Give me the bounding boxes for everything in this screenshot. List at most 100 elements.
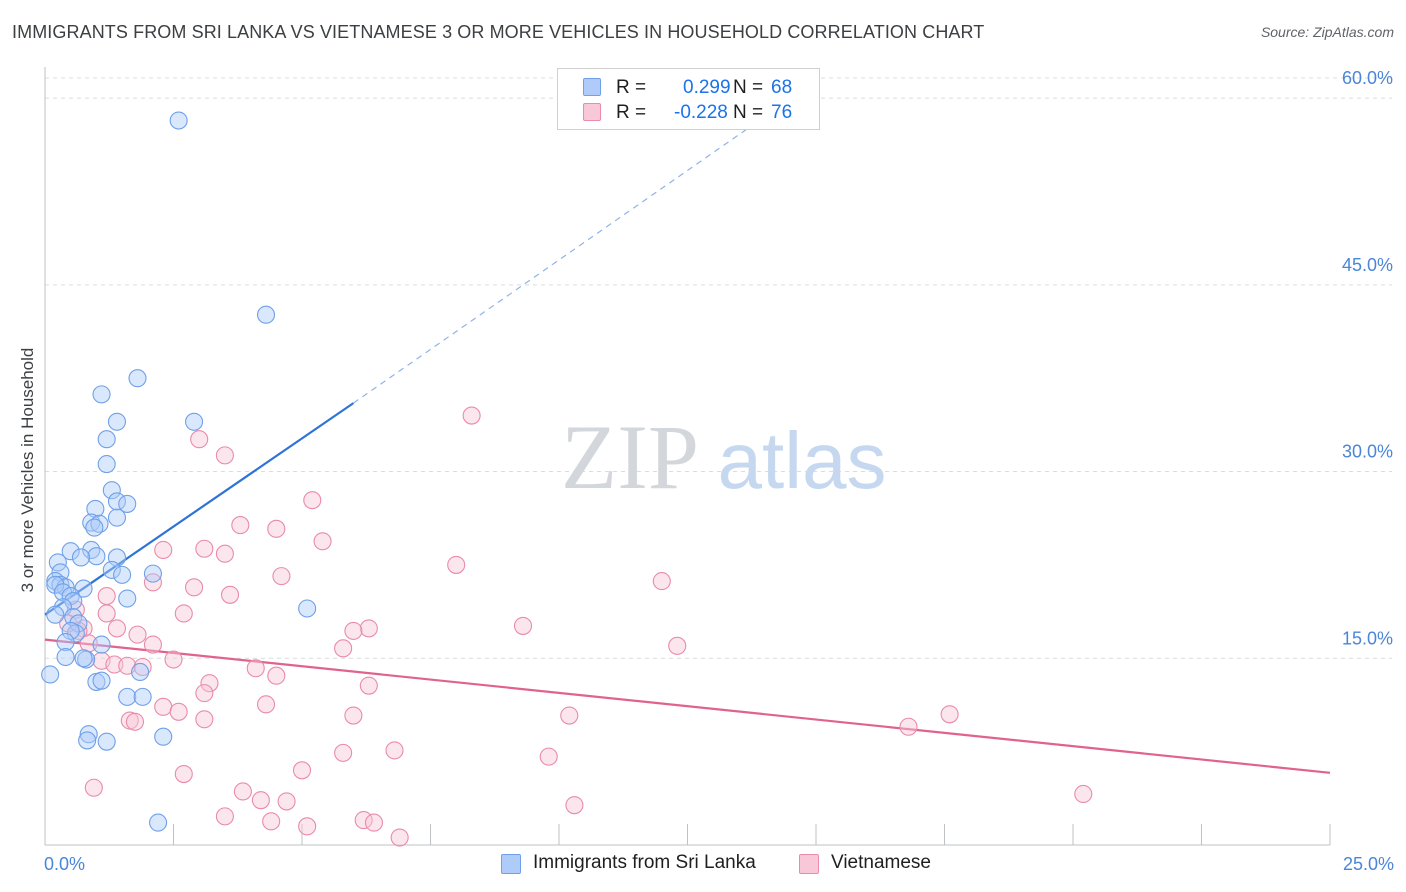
point-vietnamese xyxy=(652,572,671,591)
point-vietnamese xyxy=(390,828,409,847)
point-vietnamese xyxy=(143,635,162,654)
point-vietnamese xyxy=(200,674,219,693)
watermark-zip: ZIP xyxy=(561,406,699,508)
point-sri-lanka xyxy=(79,725,98,744)
legend-r-value-sri-lanka: 0.299 xyxy=(683,77,731,98)
point-vietnamese xyxy=(560,706,579,725)
point-vietnamese xyxy=(262,812,281,831)
watermark-atlas: atlas xyxy=(718,416,887,505)
chart-title: IMMIGRANTS FROM SRI LANKA VS VIETNAMESE … xyxy=(12,22,985,42)
legend-n-value-sri-lanka: 68 xyxy=(771,77,793,98)
tick-labels: 15.0% 30.0% 45.0% 60.0% 0.0% 25.0% xyxy=(44,68,1394,874)
point-vietnamese xyxy=(105,655,124,674)
point-sri-lanka xyxy=(102,481,121,500)
point-vietnamese xyxy=(169,702,188,721)
point-sri-lanka xyxy=(61,542,80,561)
point-sri-lanka xyxy=(56,647,75,667)
point-vietnamese xyxy=(899,717,918,736)
point-vietnamese xyxy=(174,604,193,623)
point-sri-lanka xyxy=(74,649,93,668)
point-sri-lanka xyxy=(185,412,204,431)
point-sri-lanka xyxy=(87,547,106,566)
point-vietnamese xyxy=(359,676,378,695)
watermark: ZIP atlas xyxy=(561,406,886,508)
point-vietnamese xyxy=(215,807,234,826)
point-vietnamese xyxy=(668,636,687,655)
point-sri-lanka xyxy=(97,732,116,751)
trend-lines xyxy=(44,116,1331,774)
point-sri-lanka xyxy=(131,662,150,682)
point-vietnamese xyxy=(303,491,322,510)
point-sri-lanka xyxy=(107,412,127,431)
point-sri-lanka xyxy=(51,575,70,594)
point-vietnamese xyxy=(364,813,384,832)
bottom-legend-label-sri-lanka: Immigrants from Sri Lanka xyxy=(533,852,756,873)
point-sri-lanka xyxy=(92,671,111,690)
point-sri-lanka xyxy=(113,565,132,584)
point-vietnamese xyxy=(298,817,317,836)
trend-line-sri-lanka xyxy=(44,402,355,616)
point-vietnamese xyxy=(246,659,265,678)
point-sri-lanka xyxy=(92,635,111,654)
point-vietnamese xyxy=(164,650,183,669)
point-vietnamese xyxy=(565,796,584,815)
point-sri-lanka xyxy=(61,621,80,640)
point-vietnamese xyxy=(267,666,286,685)
point-sri-lanka xyxy=(86,499,105,518)
point-sri-lanka xyxy=(102,560,121,579)
point-vietnamese xyxy=(447,555,466,574)
point-sri-lanka xyxy=(41,665,60,684)
point-sri-lanka xyxy=(64,591,83,611)
legend-swatch-vietnamese xyxy=(583,103,601,121)
point-vietnamese xyxy=(272,567,291,586)
point-vietnamese xyxy=(344,706,363,725)
point-vietnamese xyxy=(128,625,147,644)
legend-r-label: R = xyxy=(616,102,647,123)
y-tick-label: 60.0% xyxy=(1342,68,1393,88)
bottom-legend-swatch-vietnamese xyxy=(799,854,819,874)
point-vietnamese xyxy=(1074,784,1093,804)
point-sri-lanka xyxy=(256,305,276,324)
point-vietnamese xyxy=(190,430,209,449)
point-sri-lanka xyxy=(133,687,152,706)
y-tick-label: 30.0% xyxy=(1342,442,1393,462)
point-sri-lanka xyxy=(71,548,91,567)
y-axis-title: 3 or more Vehicles in Household xyxy=(18,347,37,593)
point-sri-lanka xyxy=(128,369,147,388)
point-sri-lanka xyxy=(85,518,104,537)
point-vietnamese xyxy=(154,697,173,716)
point-vietnamese xyxy=(220,585,240,604)
point-vietnamese xyxy=(256,695,276,714)
point-vietnamese xyxy=(195,539,214,558)
point-vietnamese xyxy=(195,684,214,703)
point-sri-lanka xyxy=(169,111,188,130)
point-sri-lanka xyxy=(118,687,137,706)
point-sri-lanka xyxy=(92,385,111,404)
point-vietnamese xyxy=(185,578,204,597)
trend-line-sri-lanka-extension xyxy=(353,116,765,404)
point-vietnamese xyxy=(292,761,312,780)
point-sri-lanka xyxy=(143,564,162,583)
bottom-legend-label-vietnamese: Vietnamese xyxy=(831,852,931,873)
point-sri-lanka xyxy=(78,731,97,750)
point-sri-lanka xyxy=(118,589,137,608)
legend-r-label: R = xyxy=(616,77,647,98)
data-points xyxy=(41,111,1093,847)
point-vietnamese xyxy=(215,544,234,563)
point-vietnamese xyxy=(940,705,959,724)
point-vietnamese xyxy=(84,778,103,797)
point-vietnamese xyxy=(215,446,234,465)
point-vietnamese xyxy=(125,712,144,731)
legend-r-value-vietnamese: -0.228 xyxy=(674,102,728,123)
trend-line-vietnamese xyxy=(44,638,1331,774)
grid-lines xyxy=(45,77,1392,659)
point-vietnamese xyxy=(195,710,214,729)
legend-swatch-sri-lanka xyxy=(583,78,601,96)
point-vietnamese xyxy=(154,540,173,560)
point-sri-lanka xyxy=(107,508,127,527)
point-vietnamese xyxy=(231,516,250,535)
point-vietnamese xyxy=(359,619,378,638)
point-vietnamese xyxy=(385,741,404,760)
point-vietnamese xyxy=(539,747,558,766)
